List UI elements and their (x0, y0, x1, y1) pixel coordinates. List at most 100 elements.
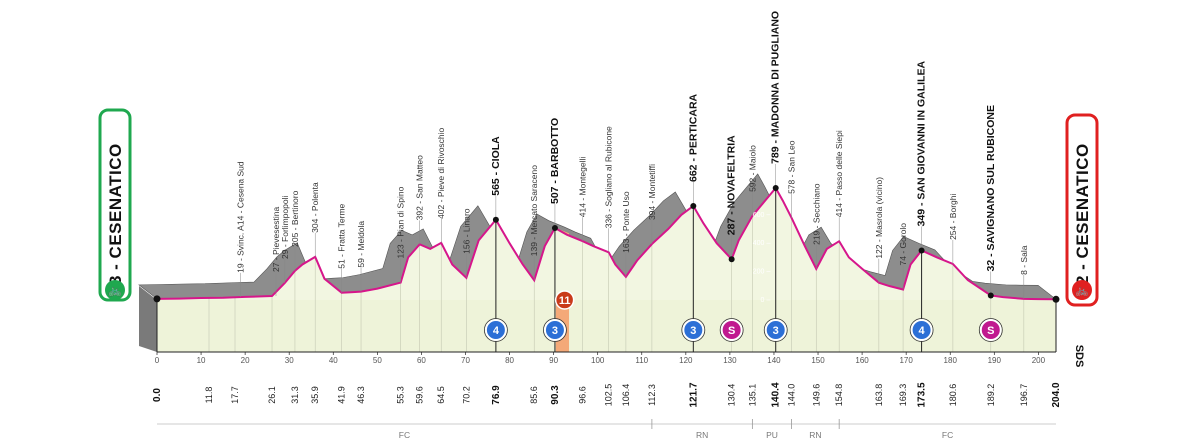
place-label: 565 - CIOLA (490, 136, 502, 196)
km-label: 106.4 (621, 384, 631, 407)
km-label: 64.5 (436, 386, 446, 404)
bicycle-icon (1072, 280, 1092, 300)
place-label: 156 - Linaro (461, 208, 471, 254)
marker-label: S (987, 325, 994, 337)
climb-category-icon (764, 319, 787, 341)
axis-tick-label: 0 (155, 356, 160, 365)
profile-face (157, 187, 1056, 300)
province-zones: FC RN PU RN FC (157, 419, 1056, 440)
km-label: 135.1 (747, 384, 757, 407)
marker-ring (483, 318, 508, 342)
km-label: 59.6 (415, 386, 425, 404)
altitude-tick-label: 200 (753, 269, 765, 276)
axis-tick-label: 170 (899, 356, 913, 365)
km-label: 70.2 (461, 386, 471, 404)
axis-tick-label: 200 (1032, 356, 1046, 365)
place-label: 287 - NOVAFELTRIA (726, 135, 738, 235)
place-label: 27 - Pievesestina (271, 207, 281, 272)
altitude-tick-label: 600 (753, 212, 765, 219)
place-label: 789 - MADONNA DI PUGLIANO (770, 11, 782, 164)
place-label: 29 - Forlimpopoli (280, 196, 290, 259)
finish-city-label: 2 - CESENATICO (1073, 143, 1092, 285)
marker-point (492, 216, 499, 223)
climb-category-icon (543, 319, 566, 341)
km-label: 140.4 (771, 382, 782, 407)
distance-axis: 0 10 20 30 40 50 60 70 80 90 100 110 120 130 140 150 160… (155, 351, 1056, 365)
place-label: 304 - Polenta (310, 182, 320, 233)
axis-tick-label: 140 (767, 356, 781, 365)
climb-category-icon (484, 319, 507, 341)
marker-ring (978, 318, 1003, 342)
km-label: 17.7 (230, 386, 240, 404)
place-label: 51 - Fratta Terme (337, 203, 347, 268)
zone-label: FC (942, 430, 953, 440)
marker-point (690, 202, 697, 209)
km-label: 41.9 (337, 386, 347, 404)
place-labels: 19 - Svinc. A14 - Cesena Sud 27 - Pievese… (236, 11, 1029, 299)
place-label: 349 - SAN GIOVANNI IN GALILEA (916, 61, 928, 227)
km-label: 46.3 (356, 386, 366, 404)
place-label: 392 - San Matteo (415, 155, 425, 220)
zone-label: RN (696, 430, 708, 440)
place-label: 74 - Gorolo (898, 223, 908, 266)
km-label: 121.7 (688, 382, 699, 407)
axis-tick-label: 30 (285, 356, 294, 365)
place-label: 394 - Montetiffi (647, 164, 657, 220)
sprint-icon (720, 319, 743, 341)
km-label: 130.4 (727, 384, 737, 407)
place-label: 254 - Borghi (948, 194, 958, 240)
finish-bike-glyph: 🚲 (1075, 285, 1089, 297)
place-label: 139 - Mercato Saraceno (529, 165, 539, 256)
km-label: 90.3 (550, 385, 561, 405)
place-label: 123 - Pian di Spino (396, 186, 406, 258)
marker-ring (909, 318, 934, 342)
marker-point (551, 225, 558, 232)
altitude-tick-label: 0 (761, 297, 765, 304)
km-label: 180.6 (948, 384, 958, 407)
start-point (153, 295, 161, 303)
axis-tick-label: 20 (241, 356, 250, 365)
marker-label: S (728, 325, 735, 337)
axis-tick-label: 50 (373, 356, 382, 365)
km-label: 163.8 (874, 384, 884, 407)
gradient-sign-label: 11 (559, 295, 571, 307)
marker-ring (763, 318, 788, 342)
marker-label: 4 (919, 325, 926, 337)
km-label: 144.0 (787, 384, 797, 407)
axis-tick-label: 60 (417, 356, 426, 365)
marker-label: 4 (493, 325, 500, 337)
km-label: 55.3 (396, 386, 406, 404)
start-badge: 3 - CESENATICO 🚲 (98, 108, 132, 302)
altitude-tick-label: 400 (753, 240, 765, 247)
marker-label: 3 (773, 325, 779, 337)
place-label: 414 - Passo delle Siepi (834, 130, 844, 217)
km-label: 112.3 (647, 384, 657, 406)
climb-category-icon (682, 319, 705, 341)
sprint-icon (979, 319, 1002, 341)
axis-tick-label: 100 (591, 356, 605, 365)
axis-tick-label: 160 (855, 356, 869, 365)
km-label: 26.1 (267, 386, 277, 404)
place-label: 336 - Sogliano al Rubicone (604, 126, 614, 228)
finish-point (1052, 295, 1060, 303)
place-label: 19 - Svinc. A14 - Cesena Sud (236, 161, 246, 273)
km-label: 196.7 (1019, 384, 1029, 407)
axis-tick-label: 80 (505, 356, 514, 365)
place-label: 414 - Montegelli (578, 157, 588, 218)
km-label: 96.6 (578, 386, 588, 404)
axis-tick-label: 150 (811, 356, 825, 365)
marker-ring (681, 318, 706, 342)
zone-label: RN (809, 430, 821, 440)
km-label: 189.2 (986, 384, 996, 407)
climb-category-icon (910, 319, 933, 341)
place-label: 662 - PERTICARA (687, 93, 699, 182)
axis-tick-label: 130 (723, 356, 737, 365)
km-label: 102.5 (604, 384, 614, 407)
km-label: 204.0 (1051, 382, 1062, 407)
ground-side (139, 286, 157, 352)
km-label: 76.9 (491, 385, 502, 405)
place-label: 219 - Secchiano (811, 183, 821, 245)
place-label: 8 - Sala (1019, 245, 1029, 275)
